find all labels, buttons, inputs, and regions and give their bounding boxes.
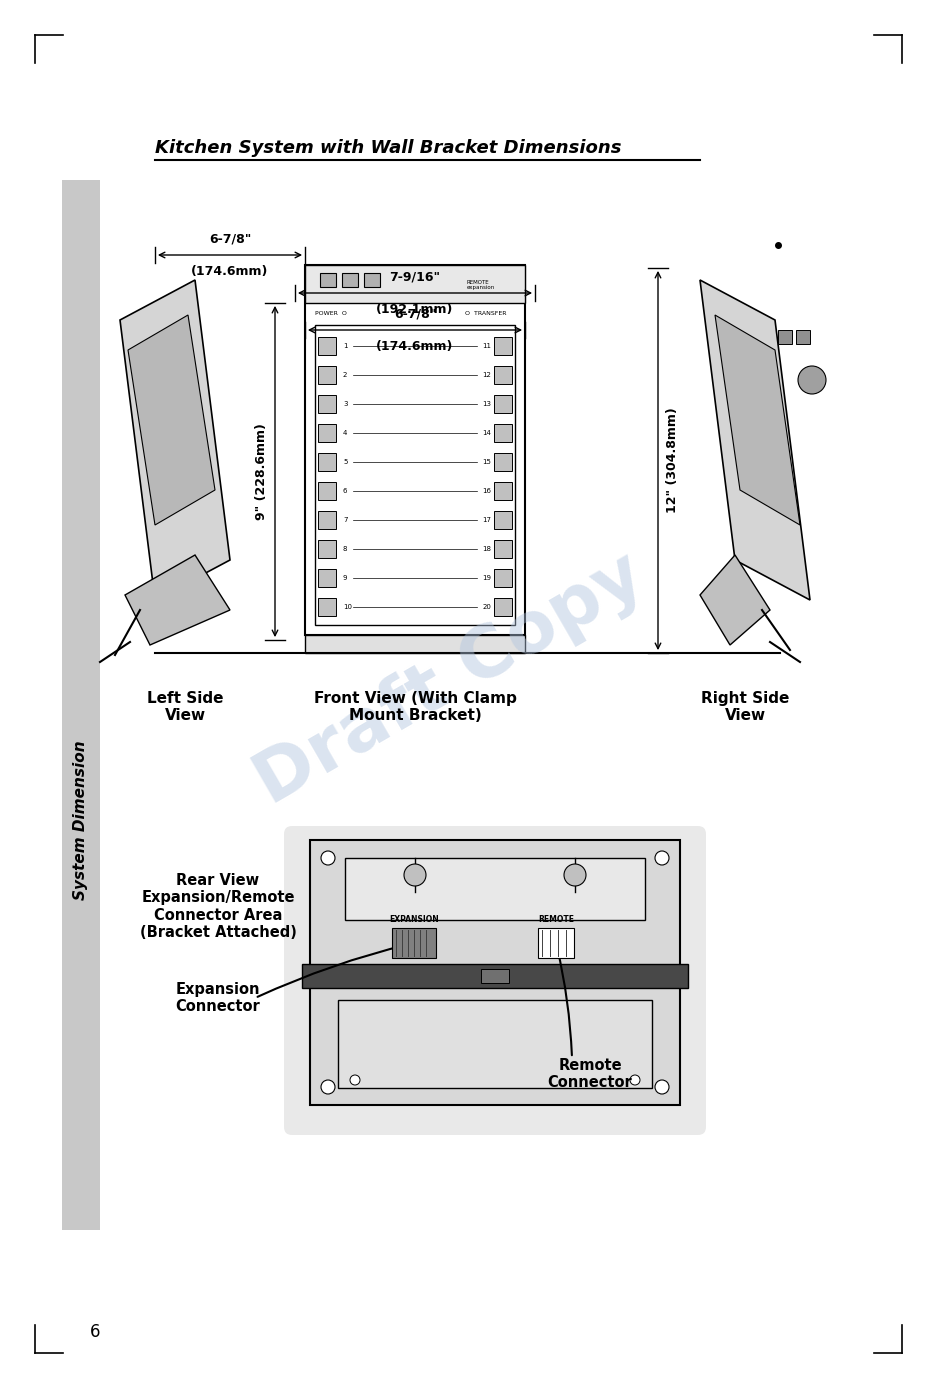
Text: (192.1mm): (192.1mm): [376, 303, 453, 316]
Polygon shape: [699, 280, 809, 600]
Bar: [305, 265, 524, 303]
Bar: [493, 511, 511, 529]
Text: Draft Copy: Draft Copy: [243, 541, 656, 819]
Text: Kitchen System with Wall Bracket Dimensions: Kitchen System with Wall Bracket Dimensi…: [154, 139, 621, 157]
Bar: [317, 482, 336, 500]
Text: EXPANSION: EXPANSION: [388, 915, 438, 924]
Bar: [493, 337, 511, 355]
Bar: [480, 969, 508, 983]
Circle shape: [629, 1074, 639, 1085]
Circle shape: [797, 366, 826, 394]
Text: 4: 4: [343, 430, 347, 436]
Bar: [493, 423, 511, 441]
Text: 2: 2: [343, 372, 347, 378]
Text: O  TRANSFER: O TRANSFER: [464, 311, 506, 315]
Bar: [493, 540, 511, 558]
Bar: [391, 929, 435, 958]
FancyBboxPatch shape: [284, 826, 705, 1135]
Circle shape: [321, 965, 335, 979]
Text: Rear View
Expansion/Remote
Connector Area
(Bracket Attached): Rear View Expansion/Remote Connector Are…: [139, 873, 296, 940]
Bar: [301, 965, 687, 988]
Text: 18: 18: [481, 545, 490, 552]
Circle shape: [321, 1080, 335, 1094]
Text: REMOTE
expansion: REMOTE expansion: [466, 279, 495, 290]
Circle shape: [654, 965, 668, 979]
Text: Front View (With Clamp
Mount Bracket): Front View (With Clamp Mount Bracket): [314, 691, 516, 723]
Text: 3: 3: [343, 401, 347, 407]
Text: Left Side
View: Left Side View: [147, 691, 223, 723]
Bar: [317, 366, 336, 384]
Bar: [317, 337, 336, 355]
Bar: [314, 325, 515, 625]
Bar: [62, 180, 100, 1230]
Circle shape: [403, 863, 426, 886]
Bar: [305, 265, 524, 634]
Text: 6: 6: [90, 1323, 100, 1341]
Bar: [317, 511, 336, 529]
Bar: [317, 452, 336, 471]
Circle shape: [654, 851, 668, 865]
Bar: [363, 273, 380, 287]
Text: (174.6mm): (174.6mm): [191, 265, 269, 278]
Bar: [317, 569, 336, 587]
Text: 14: 14: [482, 430, 490, 436]
Circle shape: [654, 1080, 668, 1094]
Text: 9" (228.6mm): 9" (228.6mm): [255, 423, 268, 520]
Bar: [317, 423, 336, 441]
Bar: [310, 840, 680, 1105]
Text: 20: 20: [482, 604, 490, 609]
Text: 6-7/8": 6-7/8": [209, 232, 251, 246]
Text: 13: 13: [481, 401, 490, 407]
Bar: [493, 482, 511, 500]
Circle shape: [563, 863, 585, 886]
Bar: [317, 598, 336, 616]
Bar: [493, 598, 511, 616]
Bar: [493, 452, 511, 471]
Bar: [342, 273, 358, 287]
Text: REMOTE: REMOTE: [537, 915, 574, 924]
Text: 15: 15: [482, 459, 490, 465]
Text: 6: 6: [343, 489, 347, 494]
Polygon shape: [128, 315, 214, 525]
Text: 7-9/16": 7-9/16": [389, 271, 440, 283]
Text: Expansion
Connector: Expansion Connector: [175, 981, 260, 1015]
Text: Remote
Connector: Remote Connector: [547, 1058, 632, 1091]
Text: 7: 7: [343, 516, 347, 523]
Text: 8: 8: [343, 545, 347, 552]
Bar: [796, 330, 809, 344]
Bar: [493, 569, 511, 587]
Text: 10: 10: [343, 604, 352, 609]
Polygon shape: [120, 280, 229, 600]
Bar: [493, 366, 511, 384]
Text: 9: 9: [343, 575, 347, 582]
Bar: [317, 396, 336, 414]
Bar: [344, 858, 644, 920]
Bar: [320, 273, 336, 287]
Text: 19: 19: [481, 575, 490, 582]
Text: (174.6mm): (174.6mm): [376, 340, 453, 353]
Polygon shape: [714, 315, 799, 525]
Bar: [537, 929, 574, 958]
Polygon shape: [699, 555, 769, 645]
Text: 17: 17: [481, 516, 490, 523]
Text: 6-7/8": 6-7/8": [393, 307, 436, 321]
Text: 12" (304.8mm): 12" (304.8mm): [665, 408, 679, 514]
Bar: [493, 396, 511, 414]
Text: POWER  O: POWER O: [314, 311, 346, 315]
Bar: [317, 540, 336, 558]
Polygon shape: [124, 555, 229, 645]
Text: 16: 16: [481, 489, 490, 494]
Text: 12: 12: [482, 372, 490, 378]
Text: 1: 1: [343, 343, 347, 348]
Text: Right Side
View: Right Side View: [700, 691, 788, 723]
Circle shape: [321, 851, 335, 865]
Bar: [777, 330, 791, 344]
Text: 5: 5: [343, 459, 347, 465]
Text: 11: 11: [481, 343, 490, 348]
Circle shape: [350, 1074, 359, 1085]
Text: System Dimension: System Dimension: [73, 740, 88, 899]
Bar: [305, 634, 524, 652]
Bar: [338, 999, 651, 1088]
